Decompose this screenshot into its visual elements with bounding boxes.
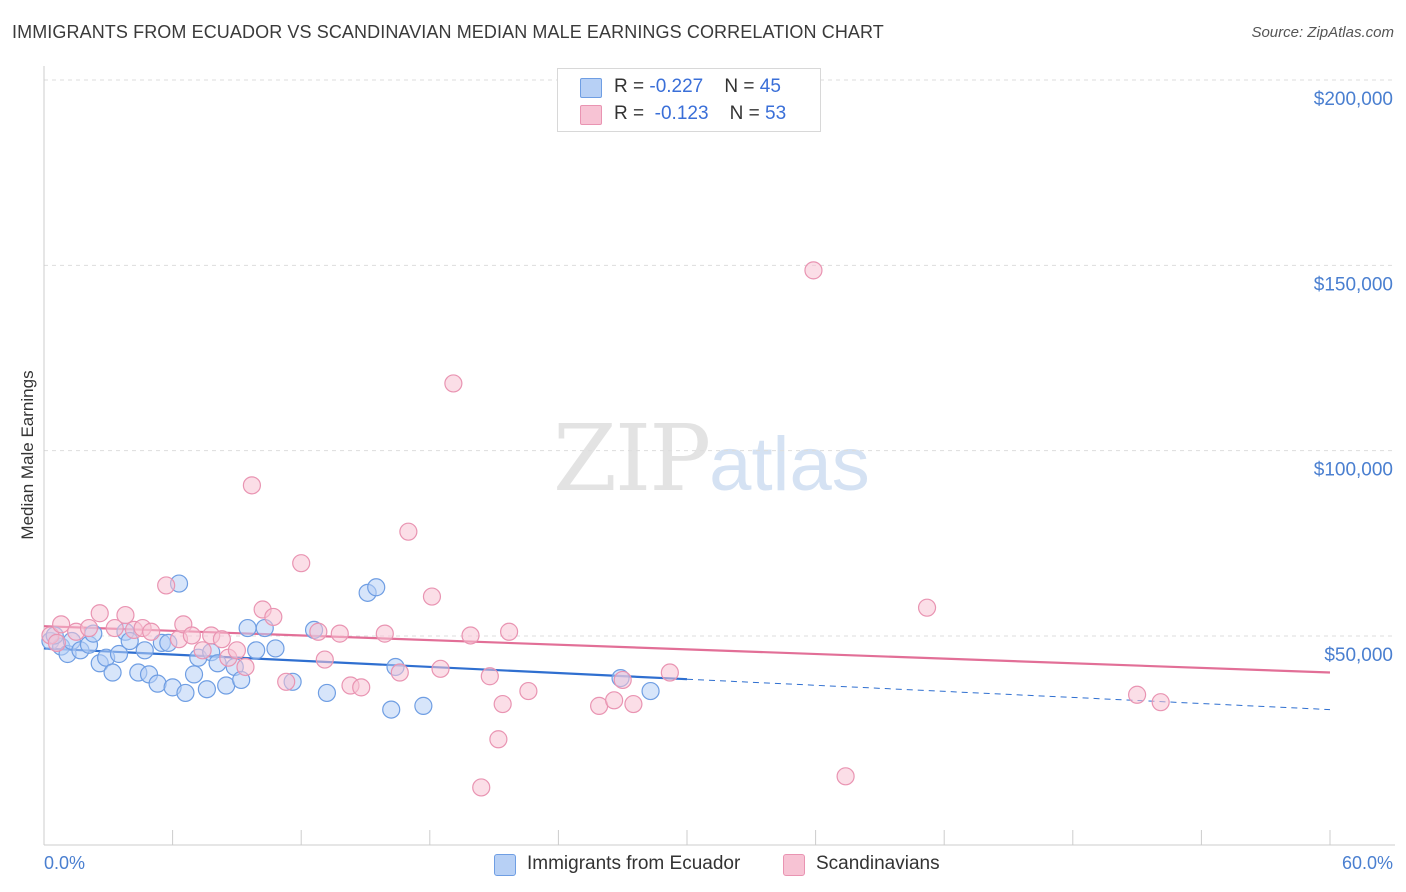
point-ecuador-14 <box>135 641 154 660</box>
point-ecuador-43 <box>641 681 660 701</box>
point-scandinavians-10 <box>142 622 161 641</box>
stats-swatch-ecuador <box>580 78 602 98</box>
y-tick-label-2: $150,000 <box>1314 274 1393 295</box>
point-scandinavians-31 <box>375 624 394 643</box>
point-scandinavians-28 <box>330 624 349 643</box>
n-value-scandinavians: 53 <box>765 103 787 124</box>
point-scandinavians-25 <box>292 554 311 573</box>
n-label: N = <box>729 103 766 124</box>
x-tick-label-1: 60.0% <box>1342 853 1393 873</box>
point-scandinavians-20 <box>236 657 255 677</box>
point-scandinavians-47 <box>624 694 643 714</box>
point-ecuador-33 <box>266 639 285 658</box>
point-scandinavians-33 <box>399 522 418 541</box>
grid <box>44 79 1395 637</box>
point-scandinavians-21 <box>242 476 262 495</box>
stats-text-scandinavians: R = -0.123 N = 53 <box>614 103 786 125</box>
point-scandinavians-15 <box>193 641 212 660</box>
point-scandinavians-39 <box>480 667 499 686</box>
point-scandinavians-37 <box>461 626 480 645</box>
watermark: ZIPatlas <box>553 405 870 512</box>
point-ecuador-24 <box>197 680 216 699</box>
watermark-atlas: atlas <box>709 422 870 507</box>
legend-swatch-ecuador <box>494 854 516 876</box>
point-scandinavians-1 <box>47 633 66 652</box>
point-scandinavians-49 <box>804 261 823 280</box>
watermark-zip: ZIP <box>553 405 711 512</box>
point-scandinavians-48 <box>660 663 679 682</box>
point-scandinavians-42 <box>500 622 519 641</box>
y-tick-label-0: $50,000 <box>1324 645 1393 666</box>
r-value-ecuador: -0.227 <box>649 76 704 97</box>
point-ecuador-21 <box>176 683 195 703</box>
x-tick-labels: 0.0% 60.0% <box>44 853 1393 873</box>
point-scandinavians-14 <box>182 626 201 645</box>
point-scandinavians-35 <box>431 659 450 678</box>
point-scandinavians-5 <box>90 604 109 623</box>
point-scandinavians-50 <box>836 767 855 786</box>
point-ecuador-30 <box>238 618 257 638</box>
point-scandinavians-17 <box>212 630 231 649</box>
point-ecuador-38 <box>367 578 386 597</box>
axes <box>43 66 1395 846</box>
trend-line-ecuador-extension <box>686 678 1331 711</box>
legend-swatch-scandinavians <box>783 854 805 876</box>
point-ecuador-9 <box>103 663 122 682</box>
y-tick-label-1: $100,000 <box>1314 460 1393 481</box>
point-scandinavians-6 <box>105 618 124 638</box>
point-scandinavians-19 <box>227 641 246 660</box>
stats-text-ecuador: R = -0.227 N = 45 <box>614 76 781 98</box>
point-ecuador-16 <box>148 674 167 693</box>
point-ecuador-41 <box>414 696 433 715</box>
y-tick-labels: $50,000 $100,000 $150,000 $200,000 <box>1314 89 1393 666</box>
legend-label-scandinavians: Scandinavians <box>816 853 940 874</box>
point-ecuador-22 <box>184 665 204 684</box>
point-scandinavians-7 <box>116 605 135 625</box>
source-label: Source: ZipAtlas.com <box>1251 24 1394 41</box>
point-scandinavians-11 <box>157 576 176 595</box>
n-label: N = <box>724 76 760 97</box>
data-points <box>41 261 1170 797</box>
point-scandinavians-52 <box>1127 685 1147 704</box>
point-scandinavians-45 <box>605 691 624 710</box>
r-value-scandinavians: -0.123 <box>654 103 709 124</box>
point-ecuador-36 <box>317 683 337 703</box>
stats-swatch-scandinavians <box>580 105 602 125</box>
point-scandinavians-24 <box>277 672 296 691</box>
point-scandinavians-34 <box>422 587 442 606</box>
point-scandinavians-46 <box>613 670 632 690</box>
n-value-ecuador: 45 <box>759 76 781 97</box>
legend: Immigrants from Ecuador Scandinavians <box>0 852 1406 878</box>
legend-label-ecuador: Immigrants from Ecuador <box>527 853 741 874</box>
point-scandinavians-51 <box>917 598 937 617</box>
point-scandinavians-27 <box>315 650 334 669</box>
y-tick-label-3: $200,000 <box>1314 89 1393 110</box>
point-scandinavians-36 <box>444 374 463 393</box>
point-scandinavians-30 <box>352 678 371 697</box>
point-ecuador-31 <box>247 641 266 660</box>
point-ecuador-10 <box>109 644 129 664</box>
point-scandinavians-53 <box>1151 693 1170 712</box>
chart-title: IMMIGRANTS FROM ECUADOR VS SCANDINAVIAN … <box>12 22 884 42</box>
point-scandinavians-32 <box>390 663 409 682</box>
point-scandinavians-43 <box>519 681 538 701</box>
x-tick-label-0: 0.0% <box>44 853 85 873</box>
r-label: R = <box>614 103 650 124</box>
point-scandinavians-38 <box>472 778 491 797</box>
point-scandinavians-26 <box>309 622 328 641</box>
point-scandinavians-2 <box>52 615 71 634</box>
point-scandinavians-4 <box>79 618 99 638</box>
stats-box: R = -0.227 N = 45 R = -0.123 N = 53 <box>557 68 821 132</box>
point-scandinavians-40 <box>489 730 508 749</box>
point-scandinavians-41 <box>493 694 512 714</box>
point-scandinavians-23 <box>264 607 283 627</box>
point-ecuador-39 <box>382 700 401 719</box>
r-label: R = <box>614 76 650 97</box>
